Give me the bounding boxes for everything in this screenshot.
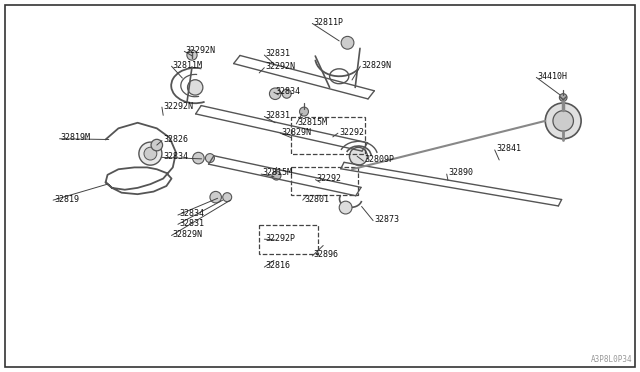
Text: 32819M: 32819M: [61, 133, 91, 142]
Text: 32826: 32826: [163, 135, 188, 144]
Circle shape: [151, 140, 163, 151]
Text: 32834: 32834: [275, 87, 300, 96]
Text: 32809P: 32809P: [365, 155, 395, 164]
Circle shape: [223, 193, 232, 202]
Text: 32292N: 32292N: [266, 62, 296, 71]
Text: 32816: 32816: [266, 262, 291, 270]
Text: 32292: 32292: [339, 128, 364, 137]
Text: 32292P: 32292P: [266, 234, 296, 243]
Text: 32890: 32890: [448, 169, 473, 177]
Text: 32831: 32831: [266, 49, 291, 58]
Circle shape: [341, 36, 354, 49]
Text: 32811P: 32811P: [314, 18, 344, 27]
Circle shape: [269, 88, 281, 99]
Text: 32801: 32801: [304, 195, 329, 203]
Text: 32831: 32831: [266, 111, 291, 120]
Text: 32292N: 32292N: [186, 46, 216, 55]
Circle shape: [205, 154, 214, 163]
Circle shape: [188, 80, 203, 95]
Circle shape: [187, 50, 197, 60]
Circle shape: [300, 107, 308, 116]
Text: A3P8L0P34: A3P8L0P34: [590, 355, 632, 364]
Text: 32829N: 32829N: [173, 230, 203, 239]
Text: 32896: 32896: [314, 250, 339, 259]
Text: 32829N: 32829N: [282, 128, 312, 137]
Circle shape: [193, 153, 204, 164]
Text: 34410H: 34410H: [538, 72, 568, 81]
Text: 32292N: 32292N: [163, 102, 193, 110]
Circle shape: [339, 201, 352, 214]
Bar: [259, 225, 318, 254]
Text: 32292: 32292: [317, 174, 342, 183]
Circle shape: [545, 103, 581, 139]
Text: 32819: 32819: [54, 195, 79, 203]
Text: 32829N: 32829N: [362, 61, 392, 70]
Circle shape: [139, 142, 162, 165]
Bar: [291, 167, 358, 195]
Circle shape: [272, 171, 281, 180]
Text: 32834: 32834: [163, 152, 188, 161]
Text: 32873: 32873: [374, 215, 399, 224]
Text: 32831: 32831: [179, 219, 204, 228]
Text: 32841: 32841: [496, 144, 521, 153]
Bar: [291, 117, 365, 154]
Text: 32834: 32834: [179, 209, 204, 218]
Circle shape: [349, 147, 367, 165]
Text: 32815M: 32815M: [262, 169, 292, 177]
Text: 32815M: 32815M: [298, 118, 328, 127]
Circle shape: [553, 110, 573, 131]
Circle shape: [282, 89, 291, 98]
Circle shape: [559, 94, 567, 101]
Text: 32811M: 32811M: [173, 61, 203, 70]
Circle shape: [210, 192, 221, 203]
Circle shape: [144, 147, 157, 160]
